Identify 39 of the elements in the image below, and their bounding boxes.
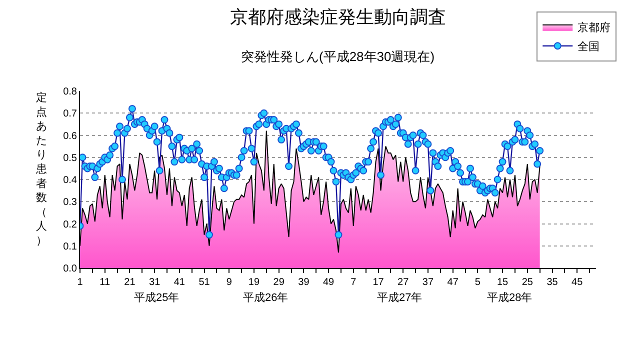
x-tick-label: 49 bbox=[322, 277, 335, 288]
text: 平成28年 bbox=[487, 291, 532, 304]
legend-label: 京都府 bbox=[578, 21, 611, 34]
y-tick-label: 0.4 bbox=[63, 175, 78, 186]
x-tick-label: 39 bbox=[298, 277, 310, 288]
chart-subtitle: 突発性発しん(平成28年30週現在) bbox=[241, 49, 435, 64]
text: 平成27年 bbox=[377, 291, 422, 304]
y-tick-label: 0.8 bbox=[63, 86, 78, 98]
x-tick-label: 31 bbox=[149, 277, 161, 288]
chart-title: 京都府感染症発生動向調査 bbox=[230, 7, 446, 28]
x-tick-label: 1 bbox=[77, 277, 84, 288]
x-tick-label: 7 bbox=[350, 277, 357, 288]
y-tick-label: 0.5 bbox=[63, 152, 78, 164]
x-tick-label: 47 bbox=[447, 277, 459, 288]
x-tick-label: 15 bbox=[496, 277, 509, 288]
x-tick-label: 35 bbox=[546, 277, 558, 288]
y-tick-label: 0.6 bbox=[63, 130, 78, 142]
legend-label: 全国 bbox=[578, 41, 600, 54]
x-tick-label: 41 bbox=[174, 277, 186, 288]
x-tick-label: 27 bbox=[398, 277, 410, 288]
text: 平成26年 bbox=[243, 291, 288, 304]
x-tick-label: 19 bbox=[248, 277, 260, 288]
x-tick-label: 45 bbox=[572, 277, 584, 288]
x-tick-label: 11 bbox=[100, 277, 110, 288]
x-tick-label: 37 bbox=[422, 277, 434, 288]
y-tick-label: 0.0 bbox=[63, 264, 78, 274]
y-tick-label: 0.7 bbox=[63, 108, 78, 120]
text: 定点あたり患者数（人） bbox=[36, 92, 47, 247]
x-tick-label: 5 bbox=[474, 277, 481, 288]
x-tick-label: 25 bbox=[522, 277, 534, 288]
text: 平成25年 bbox=[134, 291, 180, 304]
y-tick-label: 0.1 bbox=[63, 241, 78, 252]
x-tick-label: 17 bbox=[372, 277, 384, 288]
x-tick-label: 29 bbox=[273, 277, 285, 288]
y-tick-label: 0.2 bbox=[63, 219, 78, 230]
x-tick-label: 21 bbox=[124, 277, 136, 288]
x-tick-label: 51 bbox=[198, 277, 210, 288]
x-tick-label: 9 bbox=[226, 277, 232, 288]
y-tick-label: 0.3 bbox=[63, 197, 78, 208]
